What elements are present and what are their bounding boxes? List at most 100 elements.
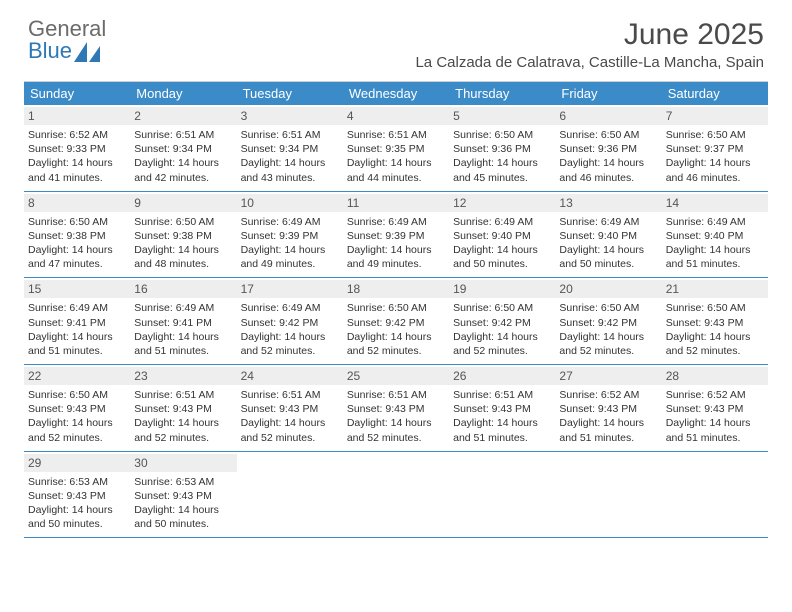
day-info: Sunrise: 6:53 AMSunset: 9:43 PMDaylight:… <box>28 475 126 532</box>
calendar-week: 8Sunrise: 6:50 AMSunset: 9:38 PMDaylight… <box>24 192 768 279</box>
calendar-day: 24Sunrise: 6:51 AMSunset: 9:43 PMDayligh… <box>237 365 343 451</box>
day-number: 28 <box>662 367 768 385</box>
day-info: Sunrise: 6:50 AMSunset: 9:38 PMDaylight:… <box>134 215 232 272</box>
calendar-day: 3Sunrise: 6:51 AMSunset: 9:34 PMDaylight… <box>237 105 343 191</box>
weekday-label: Wednesday <box>343 82 449 105</box>
day-info: Sunrise: 6:51 AMSunset: 9:43 PMDaylight:… <box>347 388 445 445</box>
calendar-day: 23Sunrise: 6:51 AMSunset: 9:43 PMDayligh… <box>130 365 236 451</box>
calendar-day: 29 Sunrise: 6:53 AMSunset: 9:43 PMDayligh… <box>24 452 130 538</box>
sunset-line: Sunset: 9:39 PM <box>241 229 339 243</box>
month-title: June 2025 <box>415 18 764 52</box>
weekday-label: Monday <box>130 82 236 105</box>
sunset-line: Sunset: 9:42 PM <box>453 316 551 330</box>
daylight-line: Daylight: 14 hours and 50 minutes. <box>559 243 657 271</box>
weekday-label: Tuesday <box>237 82 343 105</box>
sunrise-line: Sunrise: 6:51 AM <box>134 128 232 142</box>
brand-bottom: Blue <box>28 40 72 62</box>
sunset-line: Sunset: 9:36 PM <box>453 142 551 156</box>
daylight-line: Daylight: 14 hours and 48 minutes. <box>134 243 232 271</box>
sunrise-line: Sunrise: 6:50 AM <box>347 301 445 315</box>
sunset-line: Sunset: 9:38 PM <box>28 229 126 243</box>
weekday-label: Friday <box>555 82 661 105</box>
daylight-line: Daylight: 14 hours and 52 minutes. <box>241 416 339 444</box>
brand-top: General <box>28 18 106 40</box>
day-number: 16 <box>130 280 236 298</box>
sunset-line: Sunset: 9:43 PM <box>453 402 551 416</box>
day-number: 29 <box>24 454 130 472</box>
day-info: Sunrise: 6:50 AMSunset: 9:37 PMDaylight:… <box>666 128 764 185</box>
daylight-line: Daylight: 14 hours and 51 minutes. <box>559 416 657 444</box>
day-info: Sunrise: 6:50 AMSunset: 9:38 PMDaylight:… <box>28 215 126 272</box>
daylight-line: Daylight: 14 hours and 44 minutes. <box>347 156 445 184</box>
sunset-line: Sunset: 9:42 PM <box>241 316 339 330</box>
sunrise-line: Sunrise: 6:49 AM <box>666 215 764 229</box>
page-header: General Blue June 2025 La Calzada de Cal… <box>0 0 792 75</box>
sunrise-line: Sunrise: 6:49 AM <box>241 215 339 229</box>
sunset-line: Sunset: 9:43 PM <box>241 402 339 416</box>
day-number: 15 <box>24 280 130 298</box>
calendar-day: 4Sunrise: 6:51 AMSunset: 9:35 PMDaylight… <box>343 105 449 191</box>
brand-text: General Blue <box>28 18 106 62</box>
sunset-line: Sunset: 9:33 PM <box>28 142 126 156</box>
calendar-day: 9Sunrise: 6:50 AMSunset: 9:38 PMDaylight… <box>130 192 236 278</box>
day-info: Sunrise: 6:51 AMSunset: 9:35 PMDaylight:… <box>347 128 445 185</box>
day-info: Sunrise: 6:49 AMSunset: 9:41 PMDaylight:… <box>28 301 126 358</box>
calendar-day: 14Sunrise: 6:49 AMSunset: 9:40 PMDayligh… <box>662 192 768 278</box>
daylight-line: Daylight: 14 hours and 43 minutes. <box>241 156 339 184</box>
day-info: Sunrise: 6:49 AMSunset: 9:41 PMDaylight:… <box>134 301 232 358</box>
calendar-day: 7Sunrise: 6:50 AMSunset: 9:37 PMDaylight… <box>662 105 768 191</box>
calendar-day: 27Sunrise: 6:52 AMSunset: 9:43 PMDayligh… <box>555 365 661 451</box>
day-info: Sunrise: 6:49 AMSunset: 9:40 PMDaylight:… <box>453 215 551 272</box>
day-info: Sunrise: 6:51 AMSunset: 9:43 PMDaylight:… <box>453 388 551 445</box>
sunrise-line: Sunrise: 6:50 AM <box>559 128 657 142</box>
sunrise-line: Sunrise: 6:49 AM <box>134 301 232 315</box>
calendar-day: 26Sunrise: 6:51 AMSunset: 9:43 PMDayligh… <box>449 365 555 451</box>
sunrise-line: Sunrise: 6:50 AM <box>453 128 551 142</box>
day-info: Sunrise: 6:50 AMSunset: 9:42 PMDaylight:… <box>559 301 657 358</box>
sunrise-line: Sunrise: 6:51 AM <box>453 388 551 402</box>
calendar-day: 20Sunrise: 6:50 AMSunset: 9:42 PMDayligh… <box>555 278 661 364</box>
sunrise-line: Sunrise: 6:50 AM <box>453 301 551 315</box>
day-info: Sunrise: 6:49 AMSunset: 9:42 PMDaylight:… <box>241 301 339 358</box>
sunrise-line: Sunrise: 6:50 AM <box>559 301 657 315</box>
sunrise-line: Sunrise: 6:52 AM <box>559 388 657 402</box>
calendar-day: 22Sunrise: 6:50 AMSunset: 9:43 PMDayligh… <box>24 365 130 451</box>
calendar-day-empty <box>343 452 449 538</box>
calendar-day: 25Sunrise: 6:51 AMSunset: 9:43 PMDayligh… <box>343 365 449 451</box>
sunset-line: Sunset: 9:41 PM <box>28 316 126 330</box>
sunset-line: Sunset: 9:43 PM <box>28 402 126 416</box>
calendar-day: 12Sunrise: 6:49 AMSunset: 9:40 PMDayligh… <box>449 192 555 278</box>
daylight-line: Daylight: 14 hours and 52 minutes. <box>28 416 126 444</box>
sunrise-line: Sunrise: 6:49 AM <box>241 301 339 315</box>
day-info: Sunrise: 6:50 AMSunset: 9:42 PMDaylight:… <box>453 301 551 358</box>
daylight-line: Daylight: 14 hours and 52 minutes. <box>134 416 232 444</box>
sunrise-line: Sunrise: 6:52 AM <box>28 128 126 142</box>
day-info: Sunrise: 6:51 AMSunset: 9:43 PMDaylight:… <box>241 388 339 445</box>
sunrise-line: Sunrise: 6:49 AM <box>347 215 445 229</box>
calendar-day: 17Sunrise: 6:49 AMSunset: 9:42 PMDayligh… <box>237 278 343 364</box>
sunset-line: Sunset: 9:36 PM <box>559 142 657 156</box>
day-number: 2 <box>130 107 236 125</box>
calendar-day-empty <box>237 452 343 538</box>
daylight-line: Daylight: 14 hours and 45 minutes. <box>453 156 551 184</box>
day-info: Sunrise: 6:49 AMSunset: 9:39 PMDaylight:… <box>241 215 339 272</box>
sunrise-line: Sunrise: 6:49 AM <box>453 215 551 229</box>
daylight-line: Daylight: 14 hours and 50 minutes. <box>134 503 232 531</box>
brand-logo: General Blue <box>28 18 106 62</box>
day-number: 22 <box>24 367 130 385</box>
calendar-day: 19Sunrise: 6:50 AMSunset: 9:42 PMDayligh… <box>449 278 555 364</box>
sunset-line: Sunset: 9:42 PM <box>559 316 657 330</box>
day-info: Sunrise: 6:52 AMSunset: 9:33 PMDaylight:… <box>28 128 126 185</box>
sunset-line: Sunset: 9:34 PM <box>241 142 339 156</box>
day-info: Sunrise: 6:51 AMSunset: 9:34 PMDaylight:… <box>241 128 339 185</box>
day-info: Sunrise: 6:52 AMSunset: 9:43 PMDaylight:… <box>666 388 764 445</box>
calendar-day: 15 Sunrise: 6:49 AMSunset: 9:41 PMDayligh… <box>24 278 130 364</box>
calendar-day: 18Sunrise: 6:50 AMSunset: 9:42 PMDayligh… <box>343 278 449 364</box>
calendar-day: 10Sunrise: 6:49 AMSunset: 9:39 PMDayligh… <box>237 192 343 278</box>
day-number: 18 <box>343 280 449 298</box>
calendar-day: 28 Sunrise: 6:52 AMSunset: 9:43 PMDayligh… <box>662 365 768 451</box>
sunrise-line: Sunrise: 6:51 AM <box>347 128 445 142</box>
day-number: 27 <box>555 367 661 385</box>
sunrise-line: Sunrise: 6:50 AM <box>134 215 232 229</box>
sunset-line: Sunset: 9:43 PM <box>28 489 126 503</box>
